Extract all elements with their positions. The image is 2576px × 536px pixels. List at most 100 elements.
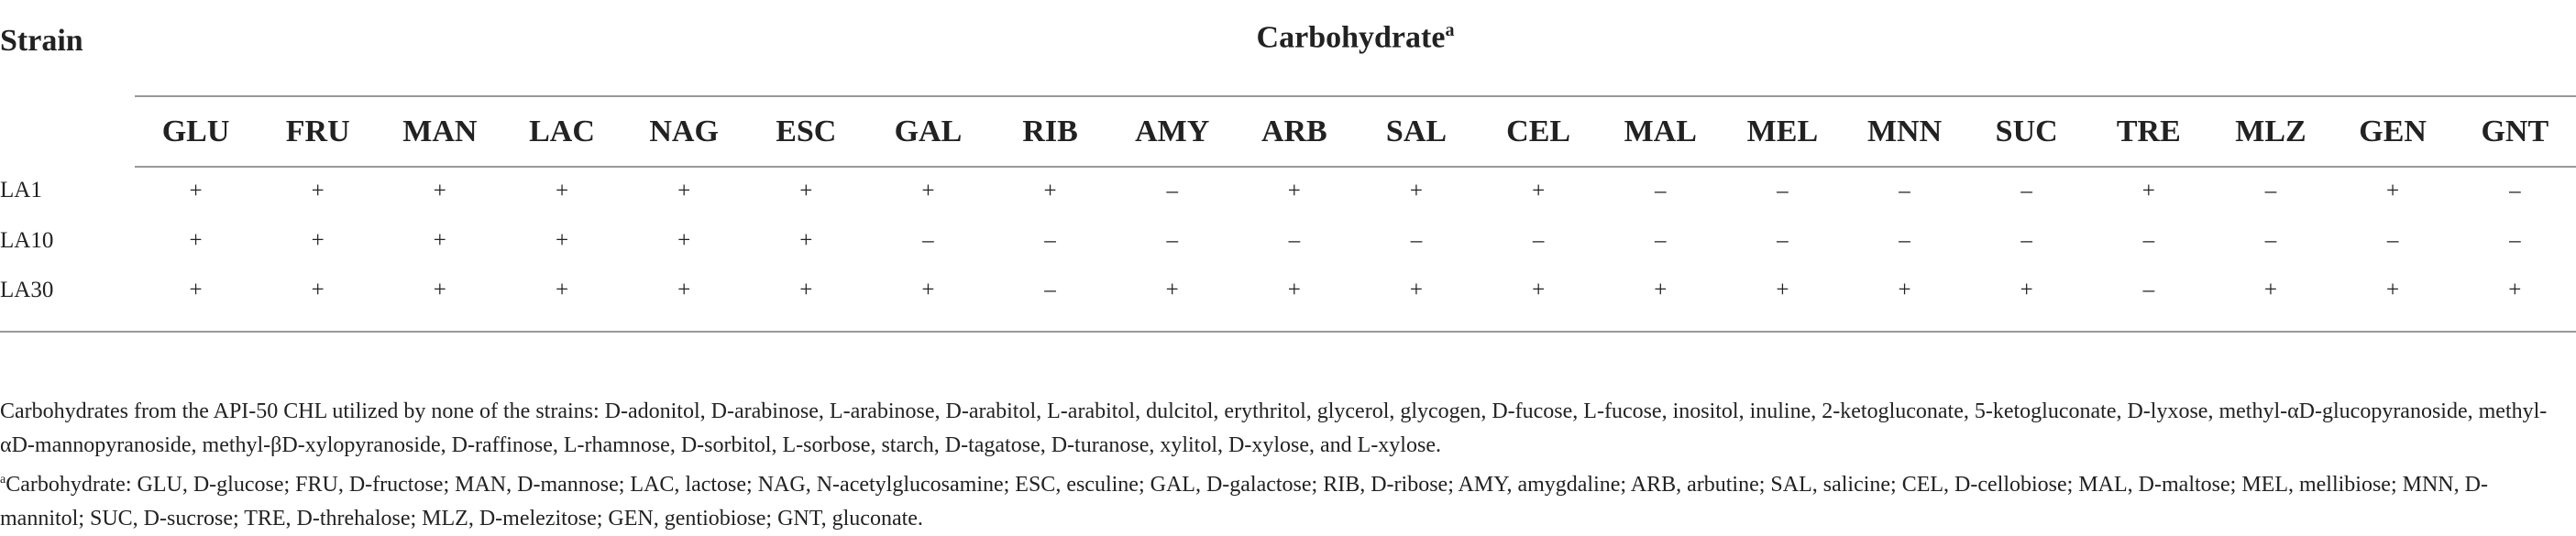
result-cell: + [1355,267,1478,333]
result-cell: + [2453,267,2576,333]
column-header: MAL [1599,96,1722,168]
column-header: SAL [1355,96,1478,168]
result-cell: – [1410,228,1423,253]
result-cell: – [1532,228,1545,253]
column-header: FRU [257,96,380,168]
result-cell: + [555,228,569,253]
column-header: ARB [1233,96,1356,168]
result-cell: + [1233,267,1356,333]
result-cell: – [2264,179,2277,203]
result-cell: + [1599,267,1722,333]
result-cell: + [189,179,203,203]
result-cell: + [189,228,203,253]
column-header: CEL [1477,96,1600,168]
result-cell: – [1899,179,1910,203]
result-cell: – [2386,228,2399,253]
result-cell: – [2509,228,2521,253]
column-header: MAN [379,96,501,168]
result-cell: + [433,228,446,253]
result-cell: – [922,228,934,253]
result-cell: + [379,267,501,333]
table-row: LA1 + + + + + + + + – + + + – – – – + – + – [0,167,2576,217]
column-header: GLU [135,96,258,168]
result-cell: – [988,267,1112,333]
column-header: MLZ [2209,96,2332,168]
result-cell: + [744,267,867,333]
group-title: Carbohydrate [1256,20,1446,55]
result-cell: + [2209,267,2332,333]
result-cell: – [2087,267,2210,333]
header-row: Strain Carbohydratea [0,0,2576,97]
result-cell: + [501,267,623,333]
result-cell: + [2331,267,2454,333]
column-header: RIB [988,96,1112,168]
result-cell: – [1288,228,1301,253]
table-row: LA10 + + + + + + – – – – – – – – – – – – – – [0,217,2576,267]
column-header-row: GLU FRU MAN LAC NAG ESC GAL RIB AMY ARB SAL CEL MAL M… [0,96,2576,168]
result-cell: + [2141,179,2155,203]
result-cell: + [135,267,258,333]
footnote-marker: a [0,473,6,487]
result-cell: + [1043,179,1057,203]
column-header: GNT [2453,96,2576,168]
result-cell: + [1287,179,1301,203]
column-header: LAC [501,96,623,168]
result-cell: + [1111,267,1234,333]
column-header: MNN [1843,96,1966,168]
result-cell: + [1721,267,1844,333]
result-cell: – [2142,228,2155,253]
result-cell: – [2264,228,2277,253]
table-body: LA1 + + + + + + + + – + + + – – – – + – + – LA10 + + + + + + – – – – – – –… [0,167,2576,333]
column-header: NAG [622,96,745,168]
column-header: ESC [744,96,867,168]
result-cell: – [2509,179,2521,203]
result-cell: + [1409,179,1424,203]
result-cell: + [622,267,745,333]
result-cell: + [1843,267,1966,333]
column-header: GAL [866,96,989,168]
result-cell: + [311,228,325,253]
result-cell: + [1477,267,1600,333]
result-cell: + [311,179,325,203]
result-cell: – [2020,228,2032,253]
result-cell: + [1965,267,2088,333]
result-cell: – [2020,179,2032,203]
result-cell: + [799,228,813,253]
result-cell: + [433,179,446,203]
result-cell: + [677,228,691,253]
result-cell: + [799,179,813,203]
strain-cell: LA1 [0,178,42,202]
footnote-marker: a [1445,20,1455,40]
result-cell: – [1044,228,1056,253]
result-cell: – [1899,228,1910,253]
result-cell: + [1532,179,1546,203]
footnote-text: Carbohydrate: GLU, D-glucose; FRU, D-fru… [0,473,2488,531]
result-cell: + [257,267,380,333]
result-cell: + [677,179,691,203]
result-cell: – [1655,179,1667,203]
footnote: aCarbohydrate: GLU, D-glucose; FRU, D-fr… [0,463,2558,536]
result-cell: + [921,179,935,203]
column-header: GEN [2331,96,2454,168]
column-header: MEL [1721,96,1844,168]
result-cell: + [555,179,569,203]
strain-cell: LA10 [0,228,54,253]
result-cell: + [866,267,989,333]
result-cell: – [1166,179,1178,203]
carbohydrate-table: Strain Carbohydratea GLU FRU MAN LAC NAG ESC G… [0,0,2576,333]
result-cell: – [1655,228,1667,253]
column-header: SUC [1965,96,2088,168]
group-header: Carbohydratea [135,0,2576,97]
column-header: TRE [2087,96,2210,168]
column-header: AMY [1111,96,1234,168]
result-cell: – [1166,228,1178,253]
strain-header: Strain [0,24,83,58]
result-cell: + [2386,179,2400,203]
strain-cell: LA30 [0,267,135,333]
footnotes: Carbohydrates from the API-50 CHL utiliz… [0,395,2576,536]
result-cell: – [1777,228,1789,253]
footnote: Carbohydrates from the API-50 CHL utiliz… [0,399,2548,457]
table-row: LA30 + + + + + + + – + + + + + + + + – + + + [0,267,2576,333]
result-cell: – [1777,179,1789,203]
